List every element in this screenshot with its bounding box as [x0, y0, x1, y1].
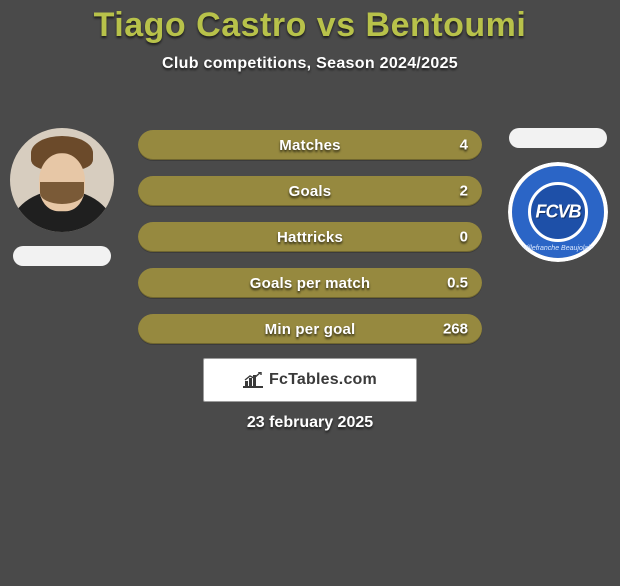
- stat-value: 4: [460, 137, 468, 154]
- date-text: 23 february 2025: [0, 414, 620, 432]
- player-right-column: FCVB Villefranche Beaujolais: [504, 128, 612, 262]
- subtitle: Club competitions, Season 2024/2025: [0, 55, 620, 73]
- stat-row: Goals 2: [138, 176, 482, 206]
- stat-value: 0.5: [447, 275, 468, 292]
- player-right-club-badge: FCVB Villefranche Beaujolais: [508, 162, 608, 262]
- stat-value: 2: [460, 183, 468, 200]
- stat-label: Hattricks: [277, 229, 343, 246]
- page-title: Tiago Castro vs Bentoumi: [0, 6, 620, 45]
- brand-text: FcTables.com: [269, 371, 377, 389]
- badge-text: FCVB: [536, 202, 581, 223]
- player-right-flag: [509, 128, 607, 148]
- stat-label: Goals per match: [250, 275, 371, 292]
- stat-value: 268: [443, 321, 468, 338]
- stat-row: Hattricks 0: [138, 222, 482, 252]
- stat-row: Matches 4: [138, 130, 482, 160]
- brand-chart-icon: [243, 372, 263, 388]
- badge-subtext: Villefranche Beaujolais: [508, 245, 608, 252]
- stat-label: Matches: [279, 137, 340, 154]
- stat-value: 0: [460, 229, 468, 246]
- player-left-flag: [13, 246, 111, 266]
- player-left-column: [8, 128, 116, 266]
- stat-label: Goals: [289, 183, 332, 200]
- stat-label: Min per goal: [265, 321, 356, 338]
- stat-row: Min per goal 268: [138, 314, 482, 344]
- stat-row: Goals per match 0.5: [138, 268, 482, 298]
- player-left-avatar: [10, 128, 114, 232]
- stats-list: Matches 4 Goals 2 Hattricks 0 Goals per match 0…: [138, 130, 482, 360]
- brand-box: FcTables.com: [203, 358, 417, 402]
